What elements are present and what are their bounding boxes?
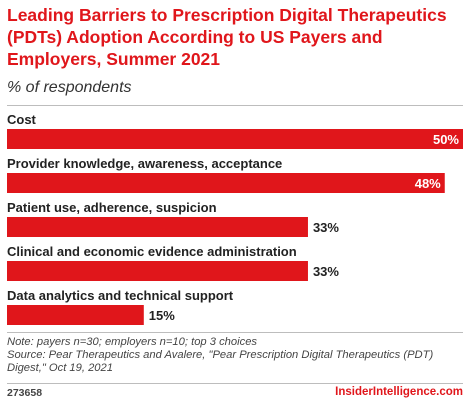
data-label: 48%: [415, 176, 441, 191]
bar: [7, 261, 308, 281]
bar: [7, 173, 445, 193]
bar: [7, 217, 308, 237]
bar-chart: Cost 50% Provider knowledge, awareness, ac…: [7, 112, 463, 325]
category-label: Patient use, adherence, suspicion: [7, 200, 217, 215]
brand-logo-text: InsiderIntelligence.com: [335, 386, 463, 398]
footer-divider: [7, 383, 463, 384]
category-label: Data analytics and technical support: [7, 288, 234, 303]
bar: [7, 305, 144, 325]
data-label: 15%: [149, 308, 175, 323]
data-label: 33%: [313, 264, 339, 279]
bar: [7, 129, 463, 149]
category-label: Clinical and economic evidence administr…: [7, 244, 297, 259]
note-text: Note: payers n=30; employers n=10; top 3…: [7, 336, 258, 348]
category-label: Cost: [7, 112, 37, 127]
chart-id: 273658: [7, 387, 43, 399]
bottom-divider: [7, 332, 463, 333]
data-label: 33%: [313, 220, 339, 235]
chart-subtitle: % of respondents: [7, 79, 132, 96]
source-text: Source: Pear Therapeutics and Avalere, "…: [7, 349, 434, 374]
chart-notes: Note: payers n=30; employers n=10; top 3…: [7, 336, 463, 375]
chart-title: Leading Barriers to Prescription Digital…: [7, 5, 447, 69]
data-label: 50%: [433, 132, 459, 147]
top-divider: [7, 105, 463, 106]
category-label: Provider knowledge, awareness, acceptanc…: [7, 156, 282, 171]
